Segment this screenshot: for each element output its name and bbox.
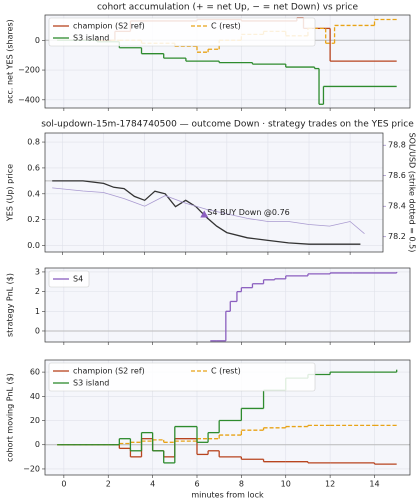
series-group (210, 271, 398, 342)
x-tick-label: 12 (325, 480, 335, 489)
panel-title: sol-updown-15m-1784740500 — outcome Down… (41, 120, 414, 130)
x-tick-label: 10 (281, 480, 291, 489)
legend-label: C (rest) (211, 22, 241, 31)
plot-frame (44, 359, 411, 476)
annotation: S4 BUY Down @0.76 (207, 208, 290, 217)
y-tick-label: 0 (35, 326, 40, 335)
y-tick-label: 0.8 (27, 138, 40, 147)
y2-tick-label: 78.6 (388, 171, 406, 180)
y-tick-label: 3 (35, 267, 40, 276)
panel-title: cohort accumulation (+ = net Up, − = net… (97, 3, 358, 13)
x-tick-label: 14 (369, 480, 379, 489)
y-tick-label: 60 (30, 368, 40, 377)
x-tick-label: 2 (106, 480, 111, 489)
y-tick-label: 0.0 (27, 241, 40, 250)
y2-axis-label: SOL/USD (strike dotted = 0.5) (408, 133, 417, 253)
x-tick-label: 0 (61, 480, 66, 489)
y-tick-label: 0.4 (27, 189, 40, 198)
series-line (52, 180, 361, 245)
y-tick-label: −20 (23, 464, 40, 473)
x-tick-label: 4 (150, 480, 155, 489)
plot-frame (44, 14, 411, 109)
y-tick-label: −400 (18, 95, 40, 104)
trade-marker (200, 210, 209, 218)
y-tick-label: 40 (30, 392, 40, 401)
plot-frame (44, 132, 384, 253)
y2-tick-label: 78.4 (388, 202, 406, 211)
plot-area (45, 268, 410, 342)
legend-label: champion (S2 ref) (73, 367, 145, 376)
y-axis-label: YES (Up) price (6, 164, 15, 222)
legend-label: S3 island (73, 34, 109, 43)
y2-tick-label: 78.2 (388, 232, 406, 241)
y-tick-label: 0.6 (27, 163, 40, 172)
y-tick-label: −200 (18, 66, 40, 75)
plot-frame (44, 267, 411, 343)
series-group (52, 180, 365, 245)
legend-label: champion (S2 ref) (73, 22, 145, 31)
y-tick-label: 0.2 (27, 215, 40, 224)
y-axis-label: cohort moving PnL ($) (6, 373, 15, 462)
y-tick-label: 0 (35, 440, 40, 449)
y2-tick-label: 78.8 (388, 141, 406, 150)
plot-area (45, 133, 383, 252)
series-group (57, 369, 398, 465)
x-tick-label: 8 (239, 480, 244, 489)
legend-label: C (rest) (211, 367, 241, 376)
y-tick-label: 2 (35, 287, 40, 296)
y-axis-label: strategy PnL ($) (6, 273, 15, 337)
legend-label: S4 (73, 275, 83, 284)
legend-label: S3 island (73, 379, 109, 388)
series-line (52, 187, 365, 235)
x-axis-label: minutes from lock (191, 491, 264, 500)
y-tick-label: 20 (30, 416, 40, 425)
y-axis-label: acc. net YES (shares) (6, 19, 15, 104)
legend-box (48, 17, 316, 47)
x-tick-label: 6 (194, 480, 199, 489)
y-tick-label: 1 (35, 307, 40, 316)
legend-box (48, 362, 316, 392)
y-tick-label: 0 (35, 36, 40, 45)
